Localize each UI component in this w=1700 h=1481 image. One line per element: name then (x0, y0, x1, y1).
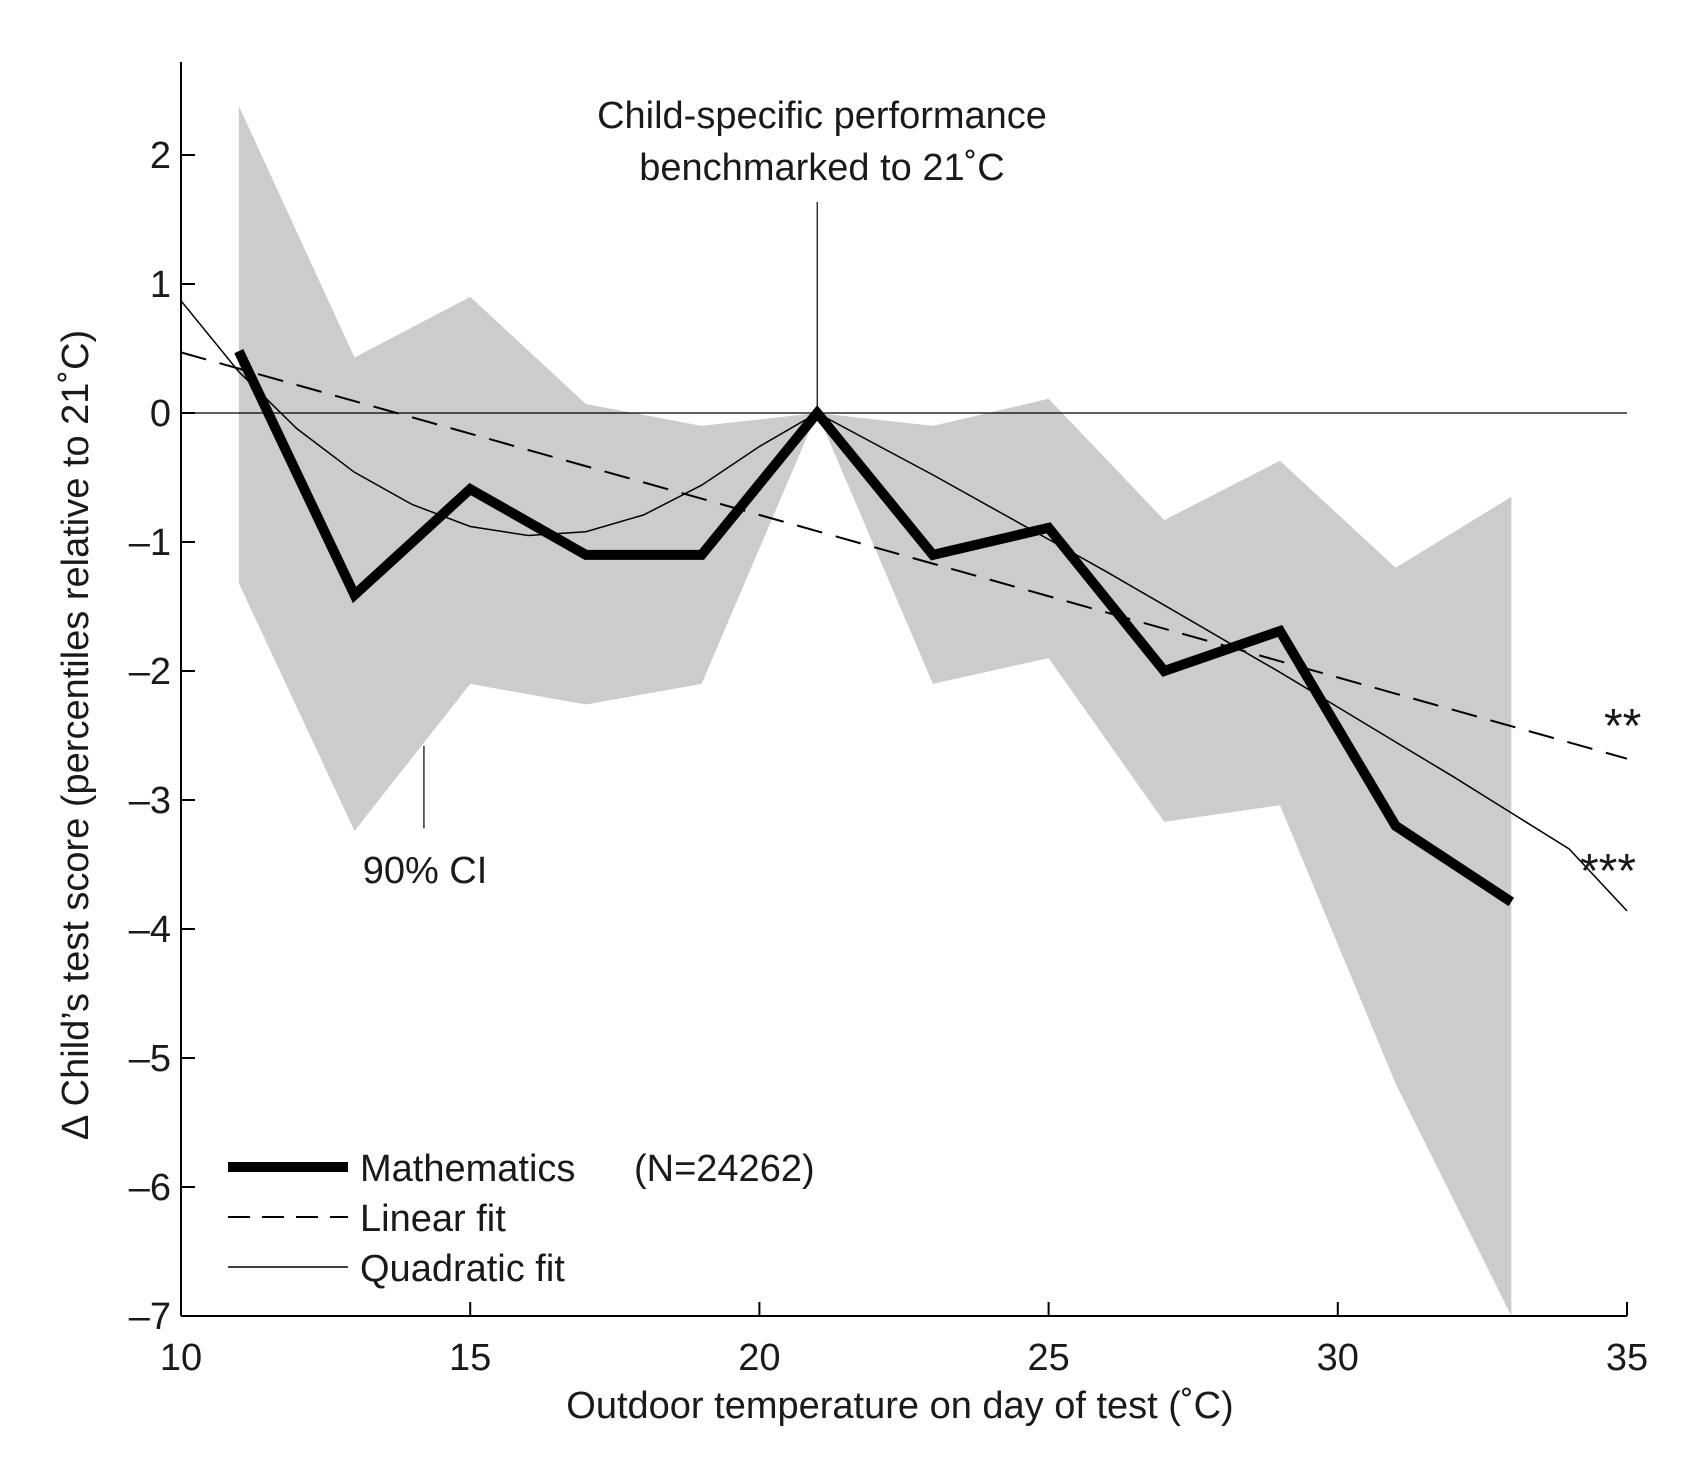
y-tick-label: –1 (129, 522, 171, 564)
y-tick-label: 2 (150, 135, 171, 177)
y-axis-title: Δ Child’s test score (percentiles relati… (55, 330, 97, 1140)
legend-sample-size: (N=24262) (634, 1148, 815, 1190)
legend-label-quadratic-fit: Quadratic fit (360, 1248, 565, 1290)
ci-label: 90% CI (363, 850, 488, 892)
benchmark-annotation-line2: benchmarked to 21˚C (639, 147, 1004, 189)
ci-band-layer (238, 105, 1512, 1317)
y-tick-label: –6 (129, 1167, 171, 1209)
series-line-mathematics (234, 348, 1515, 907)
y-tick-label: –5 (129, 1038, 171, 1080)
y-tick-label: –4 (129, 909, 171, 951)
legend: Mathematics (N=24262) Linear fit Quadrat… (228, 1148, 815, 1290)
ci-band (238, 105, 1512, 1317)
legend-label-mathematics: Mathematics (360, 1148, 575, 1190)
x-axis-title: Outdoor temperature on day of test (˚C) (566, 1385, 1233, 1427)
linear-significance-stars: ** (1604, 700, 1641, 753)
x-tick-label: 10 (160, 1337, 202, 1379)
benchmark-annotation-line1: Child-specific performance (597, 95, 1047, 137)
series-layer (180, 300, 1628, 912)
series-line-linear-fit (180, 351, 1628, 760)
x-tick-label: 15 (449, 1337, 491, 1379)
reference-lines (181, 202, 1627, 829)
y-tick-label: –7 (129, 1296, 171, 1338)
axes (180, 62, 1628, 1317)
quadratic-significance-stars: *** (1580, 845, 1636, 898)
x-tick-label: 30 (1317, 1337, 1359, 1379)
x-tick-label: 25 (1027, 1337, 1069, 1379)
y-tick-label: 1 (150, 264, 171, 306)
series-line-quadratic-fit (180, 300, 1628, 912)
x-tick-label: 20 (738, 1337, 780, 1379)
x-tick-label: 35 (1606, 1337, 1648, 1379)
y-tick-label: 0 (150, 393, 171, 435)
y-tick-label: –3 (129, 780, 171, 822)
y-tick-label: –2 (129, 651, 171, 693)
legend-label-linear-fit: Linear fit (360, 1198, 506, 1240)
